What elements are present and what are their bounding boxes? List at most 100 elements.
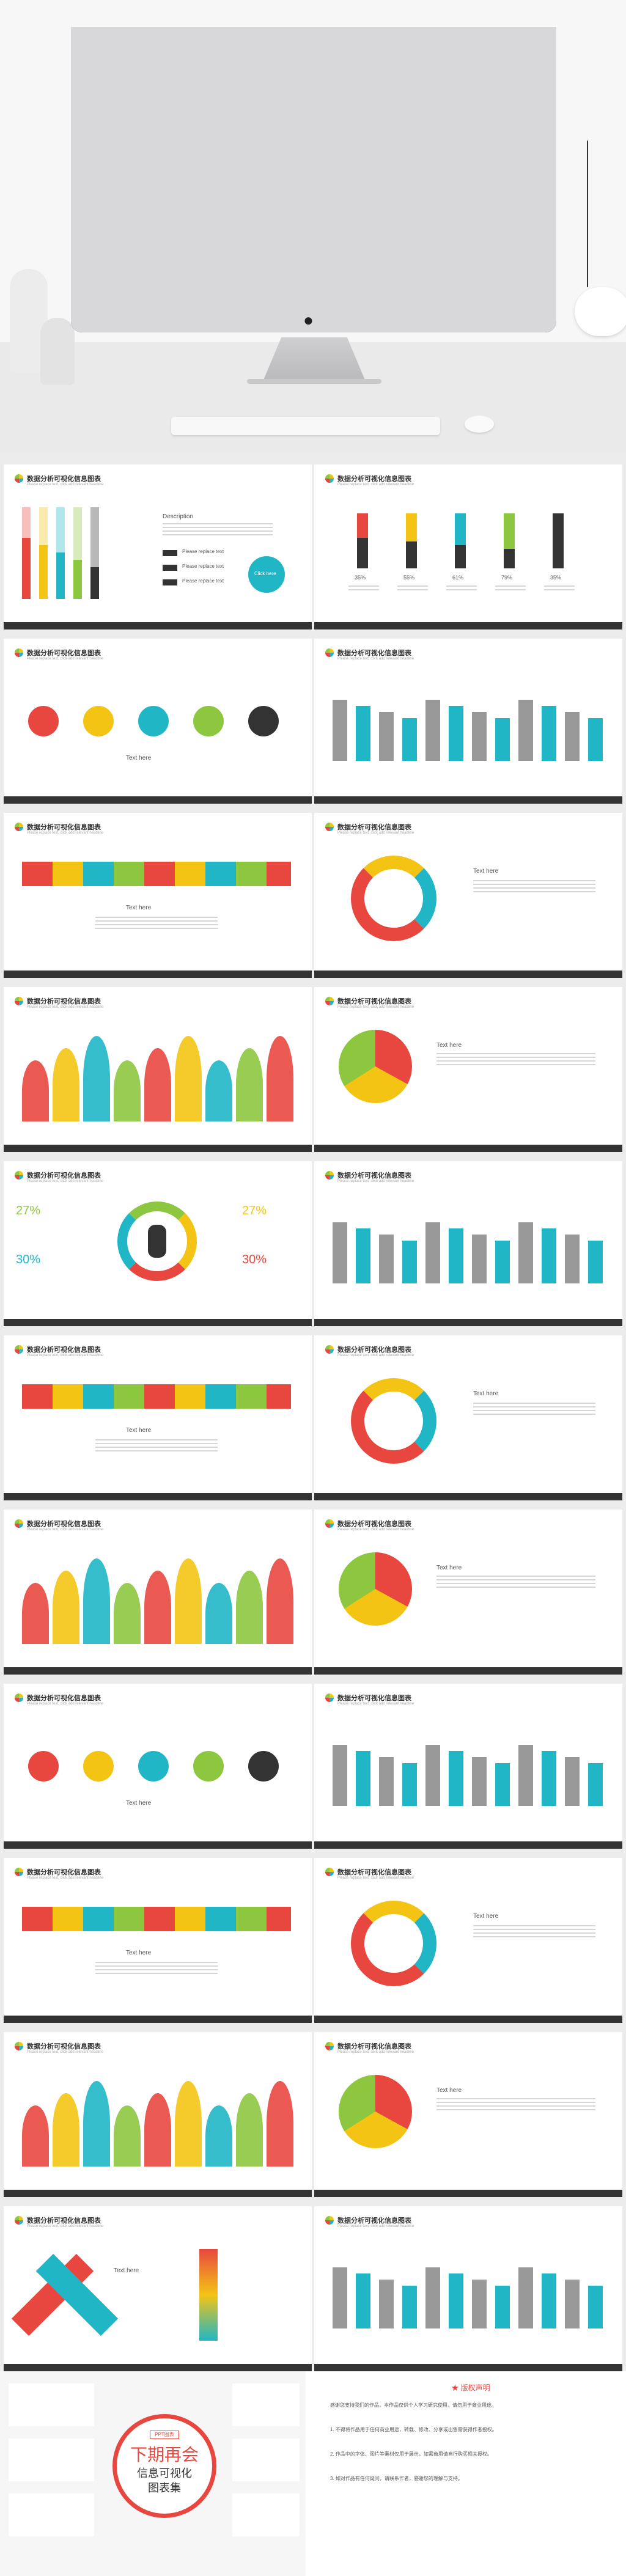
slide-subtitle: Please replace text, click add relevant … — [337, 1528, 414, 1532]
person-icon — [148, 1225, 166, 1258]
bar — [425, 2267, 440, 2328]
slide-subtitle: Please replace text, click add relevant … — [27, 657, 104, 661]
peak-shape — [53, 2093, 79, 2167]
lamp-stem — [587, 141, 588, 287]
row-marker — [163, 579, 177, 585]
slide-footer — [314, 1493, 622, 1500]
circle — [28, 706, 59, 736]
end-cover: PPT图表 下期再会 信息可视化 图表集 — [0, 2371, 306, 2576]
bar — [425, 1222, 440, 1283]
slide-title: 数据分析可视化信息图表 — [337, 650, 411, 657]
slide-subtitle: Please replace text, click add relevant … — [27, 1528, 104, 1532]
slide-title: 数据分析可视化信息图表 — [337, 998, 411, 1005]
slide-footer — [314, 1145, 622, 1152]
logo-icon — [15, 648, 23, 657]
bar — [356, 1751, 370, 1806]
slide-title: 数据分析可视化信息图表 — [27, 1521, 101, 1528]
peak-shape — [267, 1558, 293, 1644]
description-label: Description — [163, 513, 194, 520]
bar — [333, 1745, 347, 1806]
bar — [565, 1235, 580, 1283]
percent-label: 61% — [452, 574, 464, 581]
slide-footer — [314, 1667, 622, 1675]
text-lines — [95, 1439, 218, 1454]
slide-subtitle: Please replace text, click add relevant … — [337, 831, 414, 835]
thumbnail-slide — [9, 2383, 94, 2426]
slide-title: 数据分析可视化信息图表 — [337, 824, 411, 831]
slide-footer — [4, 971, 312, 978]
text-here: Text here — [114, 2267, 139, 2274]
bar — [553, 513, 564, 552]
bar — [56, 552, 65, 599]
bar — [90, 567, 99, 599]
circle — [83, 706, 114, 736]
slide-footer — [314, 2016, 622, 2023]
slide-card: 数据分析可视化信息图表 Please replace text, click ad… — [314, 2206, 622, 2371]
bar — [495, 718, 510, 761]
peak-shape — [53, 1571, 79, 1644]
slide-card: 数据分析可视化信息图表 Please replace text, click ad… — [4, 813, 312, 978]
slide-card: 数据分析可视化信息图表 Please replace text, click ad… — [314, 1510, 622, 1675]
percent-label: 79% — [501, 574, 513, 581]
donut-chart — [351, 1901, 436, 1986]
copyright-panel: ★ 版权声明 感谢您支持我们的作品，本作品仅供个人学习研究使用，请勿用于商业用途… — [315, 2371, 626, 2576]
body-figure-icon — [199, 2249, 218, 2341]
percent-label: 35% — [550, 574, 562, 581]
peak-shape — [83, 2081, 110, 2167]
logo-icon — [15, 1171, 23, 1180]
bar — [425, 700, 440, 761]
slide-footer — [4, 2016, 312, 2023]
slide-footer — [4, 796, 312, 804]
keyboard-icon — [171, 417, 440, 435]
slide-subtitle: Please replace text, click add relevant … — [337, 483, 414, 486]
bar — [495, 1241, 510, 1283]
bar — [518, 700, 533, 761]
row-marker — [163, 565, 177, 571]
apple-logo-icon: ● — [303, 310, 314, 329]
slide-subtitle: Please replace text, click add relevant … — [337, 1180, 414, 1183]
bar — [542, 1228, 556, 1283]
text-lines — [446, 585, 477, 593]
slide-title: 数据分析可视化信息图表 — [27, 650, 101, 657]
peak-shape — [175, 1036, 202, 1121]
slide-card: 数据分析可视化信息图表 Please replace text, click ad… — [4, 987, 312, 1152]
text-lines — [473, 880, 595, 895]
slide-title: 数据分析可视化信息图表 — [337, 1869, 411, 1876]
slide-title: 数据分析可视化信息图表 — [337, 1695, 411, 1702]
slide-subtitle: Please replace text, click add relevant … — [337, 657, 414, 661]
slide-subtitle: Please replace text, click add relevant … — [337, 1876, 414, 1880]
circle — [83, 1751, 114, 1782]
logo-icon — [325, 2216, 334, 2225]
logo-icon — [15, 823, 23, 831]
bar — [402, 1241, 417, 1283]
slide-title: 数据分析可视化信息图表 — [337, 2043, 411, 2050]
bar — [542, 706, 556, 761]
peak-shape — [205, 1060, 232, 1121]
slide-card: 数据分析可视化信息图表 Please replace text, click ad… — [314, 1161, 622, 1326]
circle — [248, 556, 285, 593]
slide-card: 数据分析可视化信息图表 Please replace text, click ad… — [314, 813, 622, 978]
slide-card: 数据分析可视化信息图表 Please replace text, click ad… — [314, 464, 622, 629]
logo-icon — [15, 1868, 23, 1876]
peak-shape — [83, 1036, 110, 1121]
peak-shape — [144, 1571, 171, 1644]
row-text: Please replace text — [182, 578, 224, 584]
slide-card: 数据分析可视化信息图表 Please replace text, click ad… — [4, 639, 312, 804]
pie-chart — [339, 1030, 412, 1103]
bar — [542, 2273, 556, 2328]
bar — [472, 1757, 487, 1806]
monitor-base — [247, 379, 381, 384]
slide-subtitle: Please replace text, click add relevant … — [27, 2050, 104, 2054]
thumbnail-slide — [9, 2493, 94, 2536]
peak-shape — [236, 1048, 263, 1121]
band — [22, 1907, 291, 1931]
circle — [248, 1751, 279, 1782]
slide-footer — [4, 1841, 312, 1849]
slide-footer — [4, 1667, 312, 1675]
slide-footer — [4, 1493, 312, 1500]
circle-label: Click here — [254, 571, 276, 576]
bar — [449, 2273, 463, 2328]
slide-card: 数据分析可视化信息图表 Please replace text, click ad… — [4, 2206, 312, 2371]
bar — [472, 712, 487, 761]
